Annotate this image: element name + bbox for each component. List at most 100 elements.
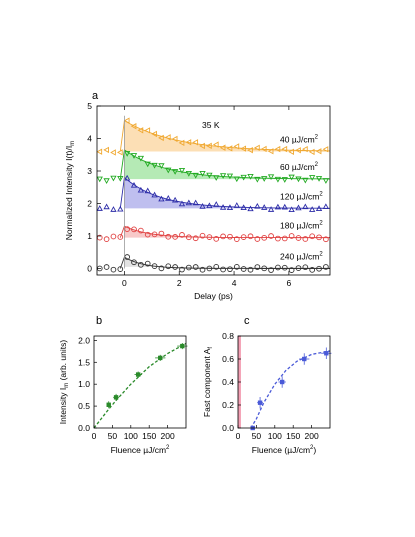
- series-fill: [124, 257, 330, 269]
- data-point: [322, 178, 330, 184]
- data-point: [180, 343, 185, 349]
- data-point: [110, 266, 117, 273]
- data-point: [288, 148, 294, 155]
- data-point: [151, 130, 157, 138]
- data-point: [144, 127, 151, 134]
- data-point: [172, 234, 178, 240]
- data-point: [178, 167, 186, 174]
- data-point: [219, 173, 227, 179]
- data-point: [240, 266, 247, 272]
- fit-line: [93, 342, 187, 429]
- y-tick-label: 0.0: [78, 423, 90, 433]
- y-tick-label: 0.5: [78, 401, 90, 411]
- data-point: [192, 264, 199, 270]
- data-point: [281, 235, 288, 242]
- data-point: [261, 234, 268, 241]
- data-point: [103, 264, 110, 270]
- data-point: [106, 402, 111, 407]
- data-point: [233, 202, 240, 208]
- data-point: [135, 372, 141, 377]
- data-point: [233, 263, 240, 270]
- data-point: [179, 232, 185, 238]
- data-point: [315, 148, 322, 155]
- data-point: [96, 205, 103, 211]
- data-point: [240, 204, 247, 211]
- data-point: [281, 145, 288, 153]
- data-point: [247, 266, 254, 273]
- data-point: [254, 236, 261, 242]
- series-label: 40 µJ/cm2: [280, 134, 319, 144]
- series-fill: [124, 226, 330, 238]
- x-tick-label: 50: [108, 431, 118, 441]
- data-point: [137, 127, 144, 134]
- data-point: [226, 173, 234, 180]
- data-point: [315, 176, 323, 182]
- data-point: [302, 264, 309, 271]
- series-2: 120 µJ/cm2: [96, 174, 331, 213]
- y-tick-label: 4: [87, 134, 92, 144]
- data-point: [247, 146, 253, 154]
- data-point: [309, 233, 316, 240]
- data-point: [213, 201, 220, 207]
- y-tick-label: 0.0: [222, 423, 234, 433]
- axes-a-frame: [96, 105, 331, 276]
- data-point: [206, 172, 213, 179]
- data-point: [324, 351, 329, 356]
- panel-b-letter: b: [96, 315, 102, 327]
- data-point: [103, 236, 110, 242]
- data-point: [261, 204, 268, 210]
- data-point: [309, 175, 316, 181]
- data-point: [199, 203, 206, 209]
- x-tick-label: 150: [286, 431, 300, 441]
- y-tick-label: 0.2: [222, 400, 234, 410]
- data-point: [213, 175, 220, 181]
- data-point: [158, 265, 165, 272]
- data-point: [138, 261, 144, 268]
- y-axis-label: Fast component Af: [202, 347, 214, 418]
- data-point: [233, 143, 240, 150]
- y-tick-label: 3: [87, 166, 92, 176]
- x-tick-label: 0: [122, 278, 127, 288]
- y-tick-label: 5: [87, 101, 92, 111]
- data-point: [131, 259, 137, 266]
- series-0: 40 µJ/cm2: [96, 117, 331, 156]
- data-point: [172, 264, 178, 270]
- data-point: [179, 266, 185, 273]
- data-point: [288, 267, 295, 273]
- temperature-annotation: 35 K: [202, 120, 220, 130]
- data-point: [247, 205, 254, 212]
- data-point: [233, 176, 240, 183]
- data-point: [110, 149, 116, 156]
- data-point: [158, 195, 165, 202]
- data-point: [206, 234, 213, 240]
- data-point: [117, 175, 124, 182]
- data-point: [151, 263, 158, 269]
- data-point: [302, 356, 307, 362]
- data-point: [206, 202, 213, 209]
- data-point: [185, 264, 192, 271]
- data-point: [137, 155, 145, 162]
- y-tick-label: 1.0: [78, 379, 90, 389]
- data-point: [281, 264, 288, 271]
- data-point: [219, 204, 227, 210]
- data-point: [295, 204, 302, 211]
- y-axis-label: Normalized Intensity I(t)/Im: [64, 141, 76, 240]
- y-tick-label: 2: [87, 199, 92, 209]
- data-point: [281, 203, 288, 210]
- data-point: [185, 234, 192, 241]
- data-point: [295, 265, 302, 271]
- data-point: [240, 174, 247, 181]
- x-tick-label: 100: [124, 431, 138, 441]
- data-point: [113, 395, 119, 400]
- data-point: [212, 141, 219, 148]
- data-point: [206, 142, 212, 149]
- data-point: [192, 139, 199, 146]
- series-fit-line: [119, 149, 331, 180]
- series-fill: [124, 120, 330, 152]
- data-point: [267, 174, 275, 181]
- x-tick-label: 0: [92, 431, 97, 441]
- data-point: [227, 233, 233, 240]
- y-tick-label: 2.0: [78, 335, 90, 345]
- data-point: [275, 264, 281, 271]
- x-tick-label: 200: [161, 431, 175, 441]
